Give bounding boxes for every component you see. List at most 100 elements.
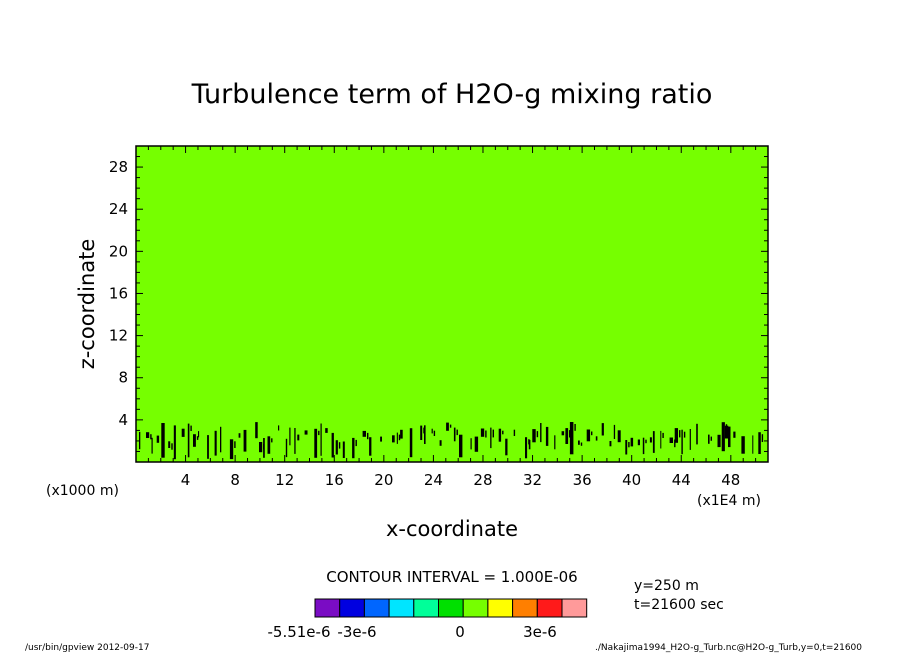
contour-mark bbox=[502, 430, 504, 435]
colorbar-cell bbox=[388, 598, 415, 618]
contour-mark bbox=[696, 423, 698, 445]
y-tick-label: 4 bbox=[118, 411, 128, 429]
contour-mark bbox=[392, 435, 395, 443]
x-tick-label: 4 bbox=[181, 471, 191, 489]
colorbar-cell bbox=[536, 598, 563, 618]
colorbar bbox=[314, 598, 588, 618]
contour-mark bbox=[355, 439, 357, 447]
contour-mark bbox=[331, 432, 334, 458]
contour-mark bbox=[193, 434, 196, 447]
contour-mark bbox=[752, 435, 754, 454]
contour-mark bbox=[367, 432, 369, 440]
contour-interval-text: CONTOUR INTERVAL = 1.000E-06 bbox=[326, 568, 577, 586]
contour-mark bbox=[554, 435, 556, 450]
contour-mark bbox=[453, 427, 456, 442]
contour-mark bbox=[525, 437, 528, 459]
contour-mark bbox=[498, 428, 502, 442]
contour-mark bbox=[758, 432, 761, 454]
contour-mark bbox=[342, 441, 345, 458]
contour-mark bbox=[528, 439, 531, 450]
colorbar-cell bbox=[438, 598, 464, 618]
y-tick-label: 28 bbox=[109, 158, 128, 176]
contour-mark bbox=[400, 429, 403, 439]
contour-mark bbox=[214, 430, 217, 456]
contour-mark bbox=[446, 422, 449, 431]
contour-mark bbox=[710, 436, 712, 441]
contour-mark bbox=[420, 425, 423, 440]
chart-title: Turbulence term of H2O-g mixing ratio bbox=[191, 79, 713, 110]
contour-mark bbox=[561, 431, 565, 436]
colorbar-label: 3e-6 bbox=[523, 623, 557, 641]
contour-mark bbox=[267, 436, 271, 454]
contour-mark bbox=[649, 437, 652, 443]
contour-mark bbox=[325, 428, 328, 433]
contour-mark bbox=[320, 423, 322, 456]
contour-mark bbox=[674, 439, 676, 448]
x-unit-label: (x1E4 m) bbox=[697, 493, 761, 509]
contour-mark bbox=[545, 426, 549, 446]
contour-mark bbox=[569, 422, 574, 455]
contour-mark bbox=[196, 436, 199, 440]
contour-mark bbox=[741, 436, 745, 454]
contour-mark bbox=[424, 425, 426, 444]
contour-mark bbox=[229, 439, 234, 460]
contour-mark bbox=[304, 430, 308, 435]
contour-mark bbox=[190, 425, 192, 431]
colorbar-cell bbox=[487, 598, 514, 618]
contour-mark bbox=[352, 437, 355, 459]
x-tick-label: 32 bbox=[523, 471, 542, 489]
x-axis-label: x-coordinate bbox=[386, 517, 518, 541]
x-tick-label: 12 bbox=[275, 471, 294, 489]
contour-mark bbox=[613, 424, 616, 439]
x-tick-label: 8 bbox=[230, 471, 240, 489]
contour-mark bbox=[234, 441, 236, 448]
contour-mark bbox=[335, 440, 338, 455]
y-axis-ticks: 4 8 12 16 20 24 28 bbox=[109, 156, 768, 452]
contour-mark bbox=[181, 428, 185, 437]
contour-mark bbox=[662, 432, 664, 438]
contour-mark bbox=[683, 431, 686, 438]
contour-mark bbox=[637, 439, 640, 446]
contour-mark bbox=[580, 442, 583, 446]
contour-mark bbox=[470, 438, 472, 450]
contour-mark bbox=[532, 429, 536, 443]
contour-mark bbox=[565, 428, 569, 444]
contour-mark bbox=[151, 437, 153, 454]
y-tick-label: 24 bbox=[109, 200, 128, 218]
contour-mark bbox=[569, 430, 571, 438]
contour-mark bbox=[449, 424, 452, 428]
contour-mark bbox=[617, 430, 621, 443]
contour-mark bbox=[433, 430, 436, 436]
footer-right: ./Nakajima1994_H2O-g_Turb.nc@H2O-g_Turb,… bbox=[595, 643, 862, 653]
contour-mark bbox=[761, 434, 764, 442]
contour-mark bbox=[171, 443, 173, 450]
info-y: y=250 m bbox=[634, 578, 699, 594]
x-tick-label: 24 bbox=[424, 471, 443, 489]
contour-mark bbox=[595, 436, 598, 441]
contour-mark bbox=[674, 428, 678, 443]
contour-mark bbox=[220, 426, 222, 453]
x-axis-ticks: 4 8 12 16 20 24 28 32 36 40 44 48 bbox=[147, 146, 757, 489]
contour-mark bbox=[591, 431, 593, 436]
contour-mark bbox=[439, 440, 442, 446]
contour-mark bbox=[198, 431, 200, 438]
plot-area bbox=[135, 145, 769, 463]
contour-mark bbox=[255, 422, 258, 439]
contour-mark bbox=[601, 423, 604, 436]
contour-mark bbox=[243, 429, 247, 452]
contour-mark bbox=[285, 438, 288, 458]
contour-mark bbox=[289, 427, 291, 446]
x-tick-label: 40 bbox=[622, 471, 641, 489]
contour-mark bbox=[540, 423, 542, 443]
colorbar-label: -3e-6 bbox=[337, 623, 376, 641]
contour-mark bbox=[398, 434, 401, 441]
contour-mark bbox=[724, 425, 729, 439]
contour-mark bbox=[459, 434, 463, 458]
y-tick-label: 16 bbox=[109, 284, 128, 302]
contour-mark bbox=[294, 428, 296, 454]
contour-mark bbox=[150, 434, 152, 440]
x-tick-label: 44 bbox=[672, 471, 691, 489]
contour-mark bbox=[628, 442, 630, 448]
colorbar-cell bbox=[314, 598, 341, 618]
